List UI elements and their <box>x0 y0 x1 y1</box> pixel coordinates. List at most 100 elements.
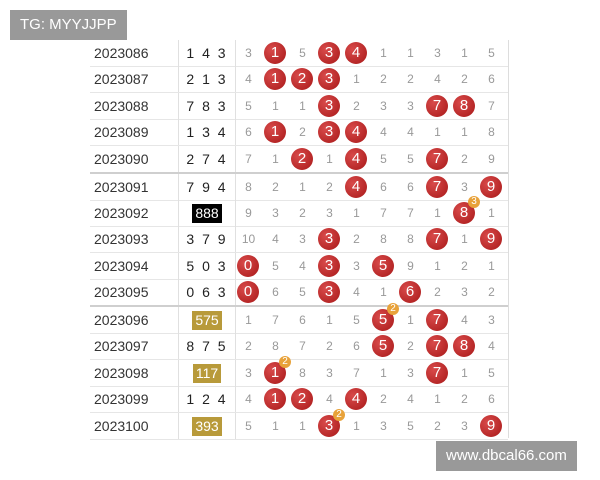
miss-count: 1 <box>299 98 306 113</box>
period: 2023095 <box>94 284 149 301</box>
miss-count: 4 <box>272 232 279 247</box>
hit-ball: 3 <box>318 281 340 304</box>
hit-ball: 8 <box>453 335 475 358</box>
hit-ball: 9 <box>480 228 502 251</box>
miss-count: 2 <box>461 72 468 87</box>
hit-ball: 9 <box>480 175 502 198</box>
hit-ball: 1 <box>264 68 286 91</box>
miss-count: 1 <box>488 205 495 220</box>
miss-count: 3 <box>434 46 441 60</box>
watermark-top: TG: MYYJJPP <box>10 10 127 40</box>
period: 2023088 <box>94 97 149 114</box>
draw-number-text: 3 7 9 <box>186 231 228 248</box>
draw-number: 575 <box>178 307 236 333</box>
draw-number-text: 1 3 4 <box>186 124 228 141</box>
watermark-bottom: www.dbcal66.com <box>436 441 577 471</box>
miss-count: 4 <box>245 392 252 407</box>
miss-count: 1 <box>272 98 279 113</box>
repeat-badge: 2 <box>333 408 345 421</box>
miss-count: 1 <box>461 46 468 60</box>
hit-ball: 5 <box>372 335 394 358</box>
draw-number: 5 0 3 <box>178 252 236 279</box>
miss-count: 3 <box>380 98 387 113</box>
miss-count: 3 <box>299 232 306 247</box>
miss-count: 6 <box>245 125 252 140</box>
hit-ball: 4 <box>345 388 367 411</box>
miss-count: 1 <box>461 365 468 380</box>
miss-count: 2 <box>434 418 441 433</box>
miss-count: 1 <box>380 46 387 60</box>
miss-count: 4 <box>488 339 495 354</box>
period: 2023092 <box>94 204 149 221</box>
miss-count: 1 <box>299 418 306 433</box>
hit-ball: 6 <box>399 281 421 304</box>
draw-number-text: 5 0 3 <box>186 257 228 274</box>
miss-count: 2 <box>272 179 279 194</box>
miss-count: 3 <box>272 205 279 220</box>
hit-ball: 8 <box>453 94 475 117</box>
period: 2023089 <box>94 124 149 141</box>
miss-count: 1 <box>461 125 468 140</box>
draw-number-text: 2 1 3 <box>186 71 228 88</box>
hit-ball: 7 <box>426 228 448 251</box>
miss-count: 8 <box>488 125 495 140</box>
period: 2023099 <box>94 391 149 408</box>
draw-number-text: 888 <box>192 203 222 223</box>
hit-ball: 1 <box>264 42 286 64</box>
hit-ball: 7 <box>426 147 448 170</box>
miss-count: 4 <box>407 125 414 140</box>
draw-number-text: 1 2 4 <box>186 391 228 408</box>
miss-count: 1 <box>407 313 414 327</box>
miss-count: 1 <box>299 179 306 194</box>
miss-count: 2 <box>488 285 495 300</box>
miss-count: 3 <box>407 98 414 113</box>
miss-count: 2 <box>461 151 468 166</box>
draw-number: 0 6 3 <box>178 279 236 306</box>
miss-count: 5 <box>299 46 306 60</box>
period: 2023091 <box>94 178 149 195</box>
miss-count: 1 <box>353 72 360 87</box>
miss-count: 1 <box>488 258 495 273</box>
miss-count: 7 <box>245 151 252 166</box>
miss-count: 1 <box>434 205 441 220</box>
miss-count: 4 <box>434 72 441 87</box>
miss-count: 5 <box>407 418 414 433</box>
miss-count: 7 <box>299 339 306 354</box>
hit-ball: 5 <box>372 309 394 331</box>
period: 2023086 <box>94 45 149 61</box>
miss-count: 1 <box>272 151 279 166</box>
hit-ball: 7 <box>426 175 448 198</box>
hit-ball: 4 <box>345 121 367 144</box>
hit-ball: 3 <box>318 414 340 437</box>
hit-ball: 7 <box>426 94 448 117</box>
miss-count: 5 <box>245 418 252 433</box>
table-row: 2023093 3 7 9 10 4 3 3 2 8 8 7 1 9 <box>90 226 508 254</box>
miss-count: 3 <box>353 258 360 273</box>
miss-count: 8 <box>299 365 306 380</box>
miss-count: 4 <box>461 313 468 327</box>
miss-count: 1 <box>353 418 360 433</box>
miss-count: 2 <box>245 339 252 354</box>
hit-ball: 4 <box>345 147 367 170</box>
miss-count: 3 <box>326 365 333 380</box>
draw-number: 7 8 3 <box>178 92 236 119</box>
miss-count: 2 <box>299 125 306 140</box>
draw-number: 1 2 4 <box>178 386 236 413</box>
miss-count: 1 <box>326 313 333 327</box>
miss-count: 5 <box>407 151 414 166</box>
draw-number-text: 2 7 4 <box>186 150 228 167</box>
draw-number: 117 <box>178 359 236 386</box>
miss-count: 5 <box>380 151 387 166</box>
repeat-badge: 3 <box>468 195 480 208</box>
miss-count: 2 <box>461 392 468 407</box>
miss-count: 1 <box>245 313 252 327</box>
miss-count: 3 <box>461 179 468 194</box>
